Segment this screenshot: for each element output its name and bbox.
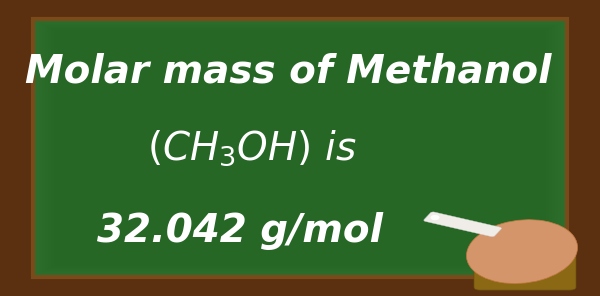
- Text: Molar mass of Methanol: Molar mass of Methanol: [25, 52, 551, 90]
- Bar: [45, 25, 555, 271]
- Bar: [33, 19, 567, 277]
- FancyBboxPatch shape: [424, 212, 502, 237]
- Bar: [36, 21, 564, 275]
- Bar: [48, 27, 552, 269]
- Ellipse shape: [431, 215, 439, 220]
- Bar: [39, 22, 561, 274]
- FancyBboxPatch shape: [474, 249, 576, 290]
- Ellipse shape: [466, 220, 578, 284]
- Bar: [51, 28, 549, 268]
- Bar: [42, 24, 558, 272]
- Text: 32.042 g/mol: 32.042 g/mol: [97, 212, 383, 250]
- Bar: [54, 30, 546, 266]
- Bar: [33, 19, 567, 277]
- Text: $\mathit{(CH_3OH)\ is}$: $\mathit{(CH_3OH)\ is}$: [147, 128, 357, 168]
